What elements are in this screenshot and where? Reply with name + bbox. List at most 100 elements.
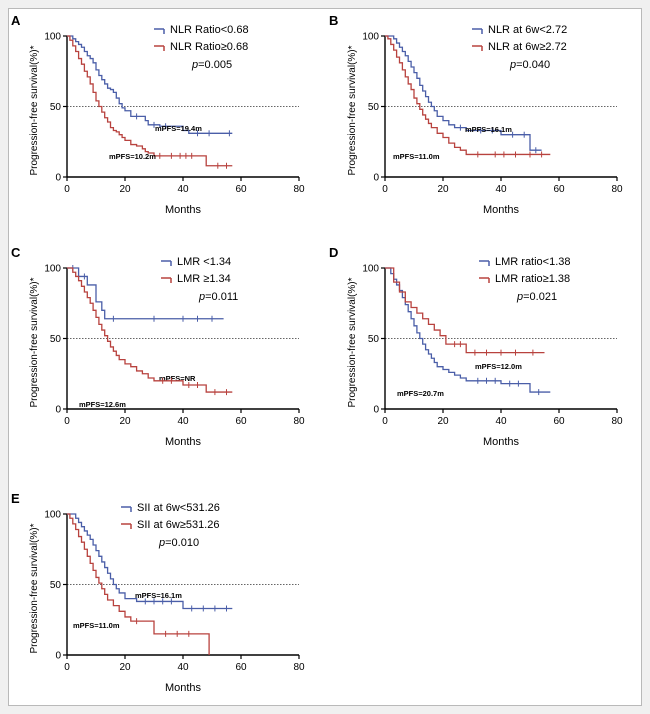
km-curve-blue [385, 267, 551, 393]
km-plot-svg: B 0 50 100 0 20 40 60 80 Months Progression-free s… [329, 13, 623, 216]
x-tick-label: 60 [235, 662, 247, 673]
y-tick-label: 0 [55, 651, 61, 662]
median-pfs-label: mPFS=NR [159, 374, 196, 383]
median-pfs-label: mPFS=19.4m [155, 124, 202, 133]
legend-label: LMR ratio≥1.38 [495, 273, 570, 285]
y-tick-label: 50 [50, 580, 62, 591]
x-axis-title: Months [483, 204, 520, 216]
km-panel-b: B 0 50 100 0 20 40 60 80 Months Progression-free s… [327, 9, 637, 235]
x-tick-label: 80 [293, 416, 305, 427]
x-tick-label: 40 [495, 416, 507, 427]
p-value-label: p=0.021 [516, 291, 557, 303]
x-tick-label: 80 [293, 184, 305, 195]
p-value-label: p=0.040 [509, 59, 550, 71]
legend-label: NLR at 6w<2.72 [488, 24, 567, 36]
x-tick-label: 40 [495, 184, 507, 195]
y-axis-title: Progression-free survival(%)* [29, 277, 40, 407]
p-symbol: p [198, 291, 205, 303]
legend-label: NLR Ratio<0.68 [170, 24, 249, 36]
legend-label: SII at 6w<531.26 [137, 502, 220, 514]
x-tick-label: 60 [553, 416, 565, 427]
km-panel-a: A 0 50 100 0 20 40 60 80 Months Progression-free s… [9, 9, 319, 235]
y-tick-label: 100 [362, 32, 379, 43]
x-tick-label: 20 [437, 184, 449, 195]
median-pfs-label: mPFS=12.0m [475, 362, 522, 371]
km-curve-red [67, 513, 210, 655]
p-value: =0.011 [205, 291, 238, 303]
x-tick-label: 20 [119, 416, 131, 427]
km-plot-svg: E 0 50 100 0 20 40 60 80 Months Progression-free s… [11, 491, 305, 694]
p-value-label: p=0.011 [198, 291, 238, 303]
y-axis-title: Progression-free survival(%)* [347, 277, 358, 407]
y-tick-label: 100 [362, 264, 379, 275]
x-axis-title: Months [483, 436, 520, 448]
x-axis-title: Months [165, 204, 202, 216]
p-value: =0.005 [198, 59, 232, 71]
median-pfs-label: mPFS=10.2m [109, 152, 156, 161]
x-tick-label: 60 [235, 184, 247, 195]
km-plot-svg: A 0 50 100 0 20 40 60 80 Months Progression-free s… [11, 13, 305, 216]
y-tick-label: 0 [55, 173, 61, 184]
p-value: =0.021 [523, 291, 557, 303]
x-axis-title: Months [165, 682, 202, 694]
y-tick-label: 0 [373, 405, 379, 416]
legend-label: LMR ≥1.34 [177, 273, 231, 285]
km-panel-e: E 0 50 100 0 20 40 60 80 Months Progression-free s… [9, 487, 319, 713]
y-tick-label: 50 [368, 334, 380, 345]
x-tick-label: 0 [382, 416, 388, 427]
x-tick-label: 80 [611, 416, 623, 427]
p-symbol: p [509, 59, 516, 71]
x-tick-label: 40 [177, 416, 189, 427]
x-tick-label: 60 [553, 184, 565, 195]
x-axis-title: Months [165, 436, 202, 448]
median-pfs-label: mPFS=12.6m [79, 400, 126, 409]
p-value-label: p=0.010 [158, 537, 199, 549]
km-curve-blue [385, 35, 542, 151]
x-tick-label: 80 [611, 184, 623, 195]
y-axis-title: Progression-free survival(%)* [347, 45, 358, 175]
y-tick-label: 0 [373, 173, 379, 184]
km-curve-red [385, 267, 545, 354]
x-tick-label: 40 [177, 184, 189, 195]
km-plot-svg: C 0 50 100 0 20 40 60 80 Months Progression-free s… [11, 245, 305, 448]
panel-label: E [11, 491, 20, 506]
legend-label: NLR at 6w≥2.72 [488, 41, 567, 53]
y-tick-label: 50 [368, 102, 380, 113]
legend-label: NLR Ratio≥0.68 [170, 41, 248, 53]
y-tick-label: 50 [50, 102, 62, 113]
x-tick-label: 0 [382, 184, 388, 195]
y-tick-label: 0 [55, 405, 61, 416]
x-tick-label: 80 [293, 662, 305, 673]
km-curve-blue [67, 35, 233, 134]
y-tick-label: 50 [50, 334, 62, 345]
y-axis-title: Progression-free survival(%)* [29, 45, 40, 175]
panel-label: C [11, 245, 21, 260]
p-symbol: p [158, 537, 165, 549]
p-symbol: p [516, 291, 523, 303]
median-pfs-label: mPFS=16.1m [465, 125, 512, 134]
x-tick-label: 60 [235, 416, 247, 427]
km-curve-red [67, 267, 233, 393]
x-tick-label: 40 [177, 662, 189, 673]
legend-label: SII at 6w≥531.26 [137, 519, 219, 531]
y-tick-label: 100 [44, 264, 61, 275]
km-curve-blue [67, 513, 233, 610]
km-plot-svg: D 0 50 100 0 20 40 60 80 Months Progression-free s… [329, 245, 623, 448]
x-tick-label: 20 [119, 184, 131, 195]
km-curve-blue [67, 267, 224, 320]
x-tick-label: 0 [64, 416, 70, 427]
median-pfs-label: mPFS=20.7m [397, 389, 444, 398]
legend-label: LMR ratio<1.38 [495, 256, 571, 268]
km-panel-d: D 0 50 100 0 20 40 60 80 Months Progression-free s… [327, 241, 637, 467]
x-tick-label: 0 [64, 662, 70, 673]
p-value: =0.010 [165, 537, 199, 549]
panel-label: A [11, 13, 21, 28]
panel-label: D [329, 245, 338, 260]
y-axis-title: Progression-free survival(%)* [29, 523, 40, 653]
x-tick-label: 0 [64, 184, 70, 195]
p-value-label: p=0.005 [191, 59, 232, 71]
km-curve-red [67, 35, 233, 167]
km-curve-red [385, 35, 551, 156]
legend-label: LMR <1.34 [177, 256, 231, 268]
median-pfs-label: mPFS=16.1m [135, 591, 182, 600]
